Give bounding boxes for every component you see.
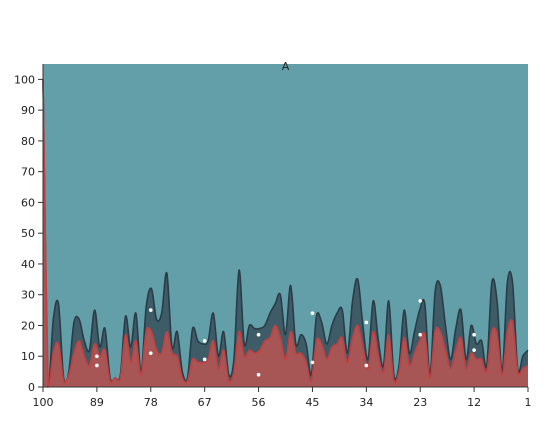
y-tick-label-10: 10 [21,350,35,363]
x-tick-label-12: 12 [467,396,481,409]
data-point-16 [472,348,476,352]
x-tick-label-100: 100 [33,396,54,409]
data-point-15 [472,332,476,337]
y-tick-label-0: 0 [28,381,35,394]
axes-layer: 0 10 20 30 40 50 60 70 80 90 100 100 89 78 67 56 45 34 23 1… [14,64,532,409]
data-point-3 [148,308,153,312]
x-tick-label-34: 34 [359,396,373,409]
x-tick-label-1: 1 [525,396,532,409]
data-point-5 [202,339,207,343]
data-point-1 [95,354,99,359]
series-2-line [42,79,529,388]
data-point-6 [202,357,207,362]
points-layer [95,299,476,377]
y-tick-label-100: 100 [14,73,35,86]
chart-title: A [282,60,290,73]
data-point-10 [310,360,315,365]
x-tick-label-78: 78 [144,396,158,409]
x-tick-label-89: 89 [90,396,104,409]
x-tick-label-56: 56 [252,396,266,409]
x-tick-label-67: 67 [198,396,212,409]
y-tick-label-20: 20 [21,319,35,332]
y-tick-label-80: 80 [21,135,35,148]
data-point-8 [256,372,261,377]
data-point-2 [95,363,99,368]
y-tick-label-50: 50 [21,227,35,240]
y-tick-label-40: 40 [21,258,35,271]
y-tick-label-90: 90 [21,104,35,117]
data-point-4 [148,351,153,355]
y-tick-label-70: 70 [21,166,35,179]
series-1-area [43,79,528,387]
data-point-12 [364,363,369,368]
y-tick-label-60: 60 [21,196,35,209]
x-tick-label-23: 23 [413,396,427,409]
data-point-9 [310,311,315,315]
data-point-14 [418,332,423,337]
x-tick-label-45: 45 [305,396,319,409]
series-layer [42,79,529,388]
data-point-13 [418,299,423,303]
data-point-11 [364,320,369,325]
y-tick-label-30: 30 [21,289,35,302]
data-point-7 [256,332,261,337]
